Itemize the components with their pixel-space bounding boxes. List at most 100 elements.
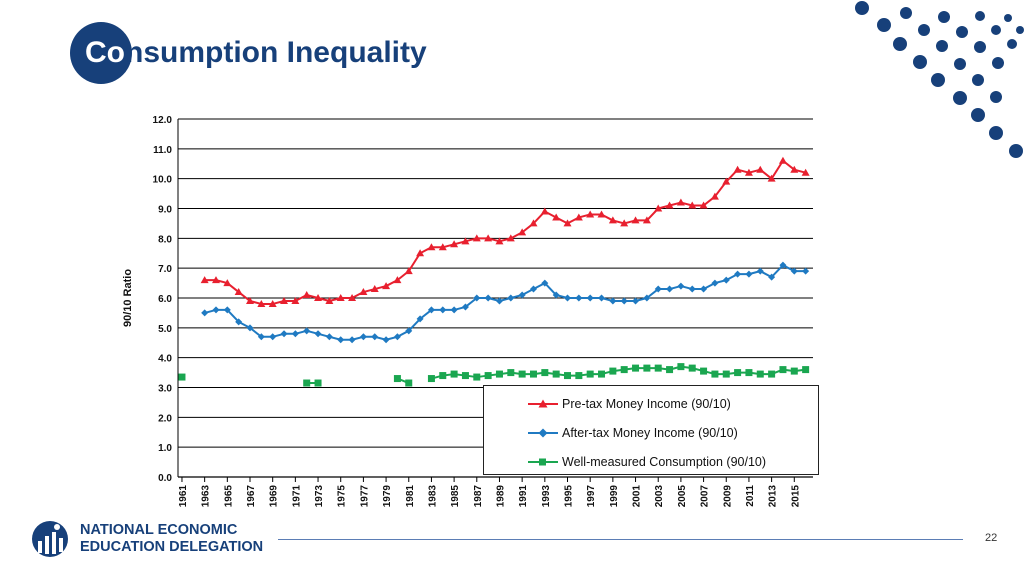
data-point-pretax [450, 240, 459, 248]
x-tick-label: 1975 [337, 485, 348, 508]
data-point-consumption [518, 370, 526, 378]
data-point-aftertax [632, 297, 640, 305]
data-point-aftertax [518, 291, 526, 299]
data-point-pretax [642, 216, 651, 224]
data-point-aftertax [371, 333, 379, 341]
x-tick-label: 1999 [609, 485, 620, 508]
data-point-aftertax [711, 279, 719, 287]
slide-title-first-letters: Co [85, 36, 125, 69]
data-point-consumption [393, 375, 401, 383]
logo-icon [32, 521, 68, 557]
page-number: 22 [985, 532, 998, 544]
data-point-aftertax [212, 306, 220, 314]
data-point-consumption [507, 369, 515, 377]
data-point-aftertax [756, 267, 764, 275]
data-point-aftertax [257, 333, 265, 341]
legend-label-pretax: Pre-tax Money Income (90/10) [562, 397, 731, 411]
data-point-consumption [598, 370, 606, 378]
data-point-pretax [314, 294, 323, 301]
x-tick-label: 1971 [291, 485, 302, 508]
x-tick-label: 1991 [518, 485, 529, 508]
data-point-pretax [688, 201, 697, 209]
data-point-pretax [336, 294, 345, 301]
data-point-pretax [540, 207, 549, 215]
x-tick-label: 1987 [473, 485, 484, 508]
data-point-pretax [359, 288, 368, 296]
data-point-consumption [541, 369, 549, 377]
x-tick-label: 2013 [768, 485, 779, 508]
x-tick-label: 1981 [405, 485, 416, 508]
y-axis-label: 90/10 Ratio [122, 269, 134, 327]
data-point-pretax [620, 219, 629, 227]
data-point-consumption [586, 370, 594, 378]
x-tick-label: 1989 [495, 485, 506, 508]
data-point-pretax [348, 294, 357, 301]
legend-swatch-pretax [528, 399, 558, 408]
x-tick-label: 2001 [632, 485, 643, 508]
y-tick-label: 12.0 [153, 115, 173, 126]
data-point-aftertax [427, 306, 435, 314]
data-point-consumption [609, 367, 617, 375]
data-point-pretax [484, 234, 493, 242]
data-point-aftertax [337, 336, 345, 344]
data-point-pretax [767, 174, 776, 182]
legend-item-aftertax: After-tax Money Income (90/10) [526, 423, 738, 443]
data-point-pretax [710, 192, 719, 200]
x-tick-label: 1993 [541, 485, 552, 508]
data-point-pretax [756, 165, 765, 173]
data-point-pretax [778, 156, 787, 164]
data-point-consumption [632, 364, 640, 372]
data-point-aftertax [484, 294, 492, 302]
data-point-consumption [450, 370, 458, 378]
data-point-pretax [257, 299, 266, 307]
data-point-consumption [790, 367, 798, 375]
y-tick-label: 6.0 [158, 294, 172, 305]
logo-text: NATIONAL ECONOMIC EDUCATION DELEGATION [80, 522, 263, 556]
data-point-pretax [631, 216, 640, 224]
data-point-pretax [529, 219, 538, 227]
data-point-consumption [439, 372, 447, 380]
data-point-aftertax [609, 297, 617, 305]
slide-title: Consumption Inequality [85, 30, 427, 76]
data-point-consumption [484, 372, 492, 380]
data-point-aftertax [473, 294, 481, 302]
x-tick-label: 2003 [654, 485, 665, 508]
x-tick-label: 1969 [269, 485, 280, 508]
data-point-aftertax [348, 336, 356, 344]
y-tick-label: 11.0 [153, 145, 172, 156]
data-point-aftertax [586, 294, 594, 302]
data-point-consumption [564, 372, 572, 380]
data-point-aftertax [303, 327, 311, 335]
logo-line-2: EDUCATION DELEGATION [80, 539, 264, 555]
data-point-pretax [801, 168, 810, 176]
data-point-pretax [586, 210, 595, 218]
data-point-consumption [654, 364, 662, 372]
data-point-pretax [676, 198, 685, 206]
data-point-consumption [314, 379, 322, 387]
x-tick-label: 2009 [722, 485, 733, 508]
data-point-consumption [688, 364, 696, 372]
data-point-aftertax [393, 333, 401, 341]
data-point-consumption [620, 366, 628, 374]
x-tick-label: 1961 [178, 485, 189, 508]
data-point-consumption [745, 369, 753, 377]
data-point-consumption [722, 370, 730, 378]
data-point-consumption [666, 366, 674, 374]
data-point-pretax [302, 291, 311, 299]
data-point-pretax [223, 279, 232, 287]
x-tick-label: 2011 [745, 485, 756, 507]
data-point-aftertax [598, 294, 606, 302]
data-point-aftertax [495, 297, 503, 305]
series-line-consumption [431, 365, 806, 380]
data-point-pretax [608, 216, 617, 224]
data-point-aftertax [269, 333, 277, 341]
data-point-consumption [552, 370, 560, 378]
data-point-aftertax [768, 273, 776, 281]
data-point-aftertax [246, 324, 254, 332]
data-point-pretax [574, 213, 583, 221]
y-tick-label: 0.0 [158, 473, 172, 484]
data-point-pretax [416, 249, 425, 257]
title-circle-badge [70, 22, 132, 84]
data-point-consumption [677, 363, 685, 371]
legend-item-pretax: Pre-tax Money Income (90/10) [526, 394, 731, 414]
